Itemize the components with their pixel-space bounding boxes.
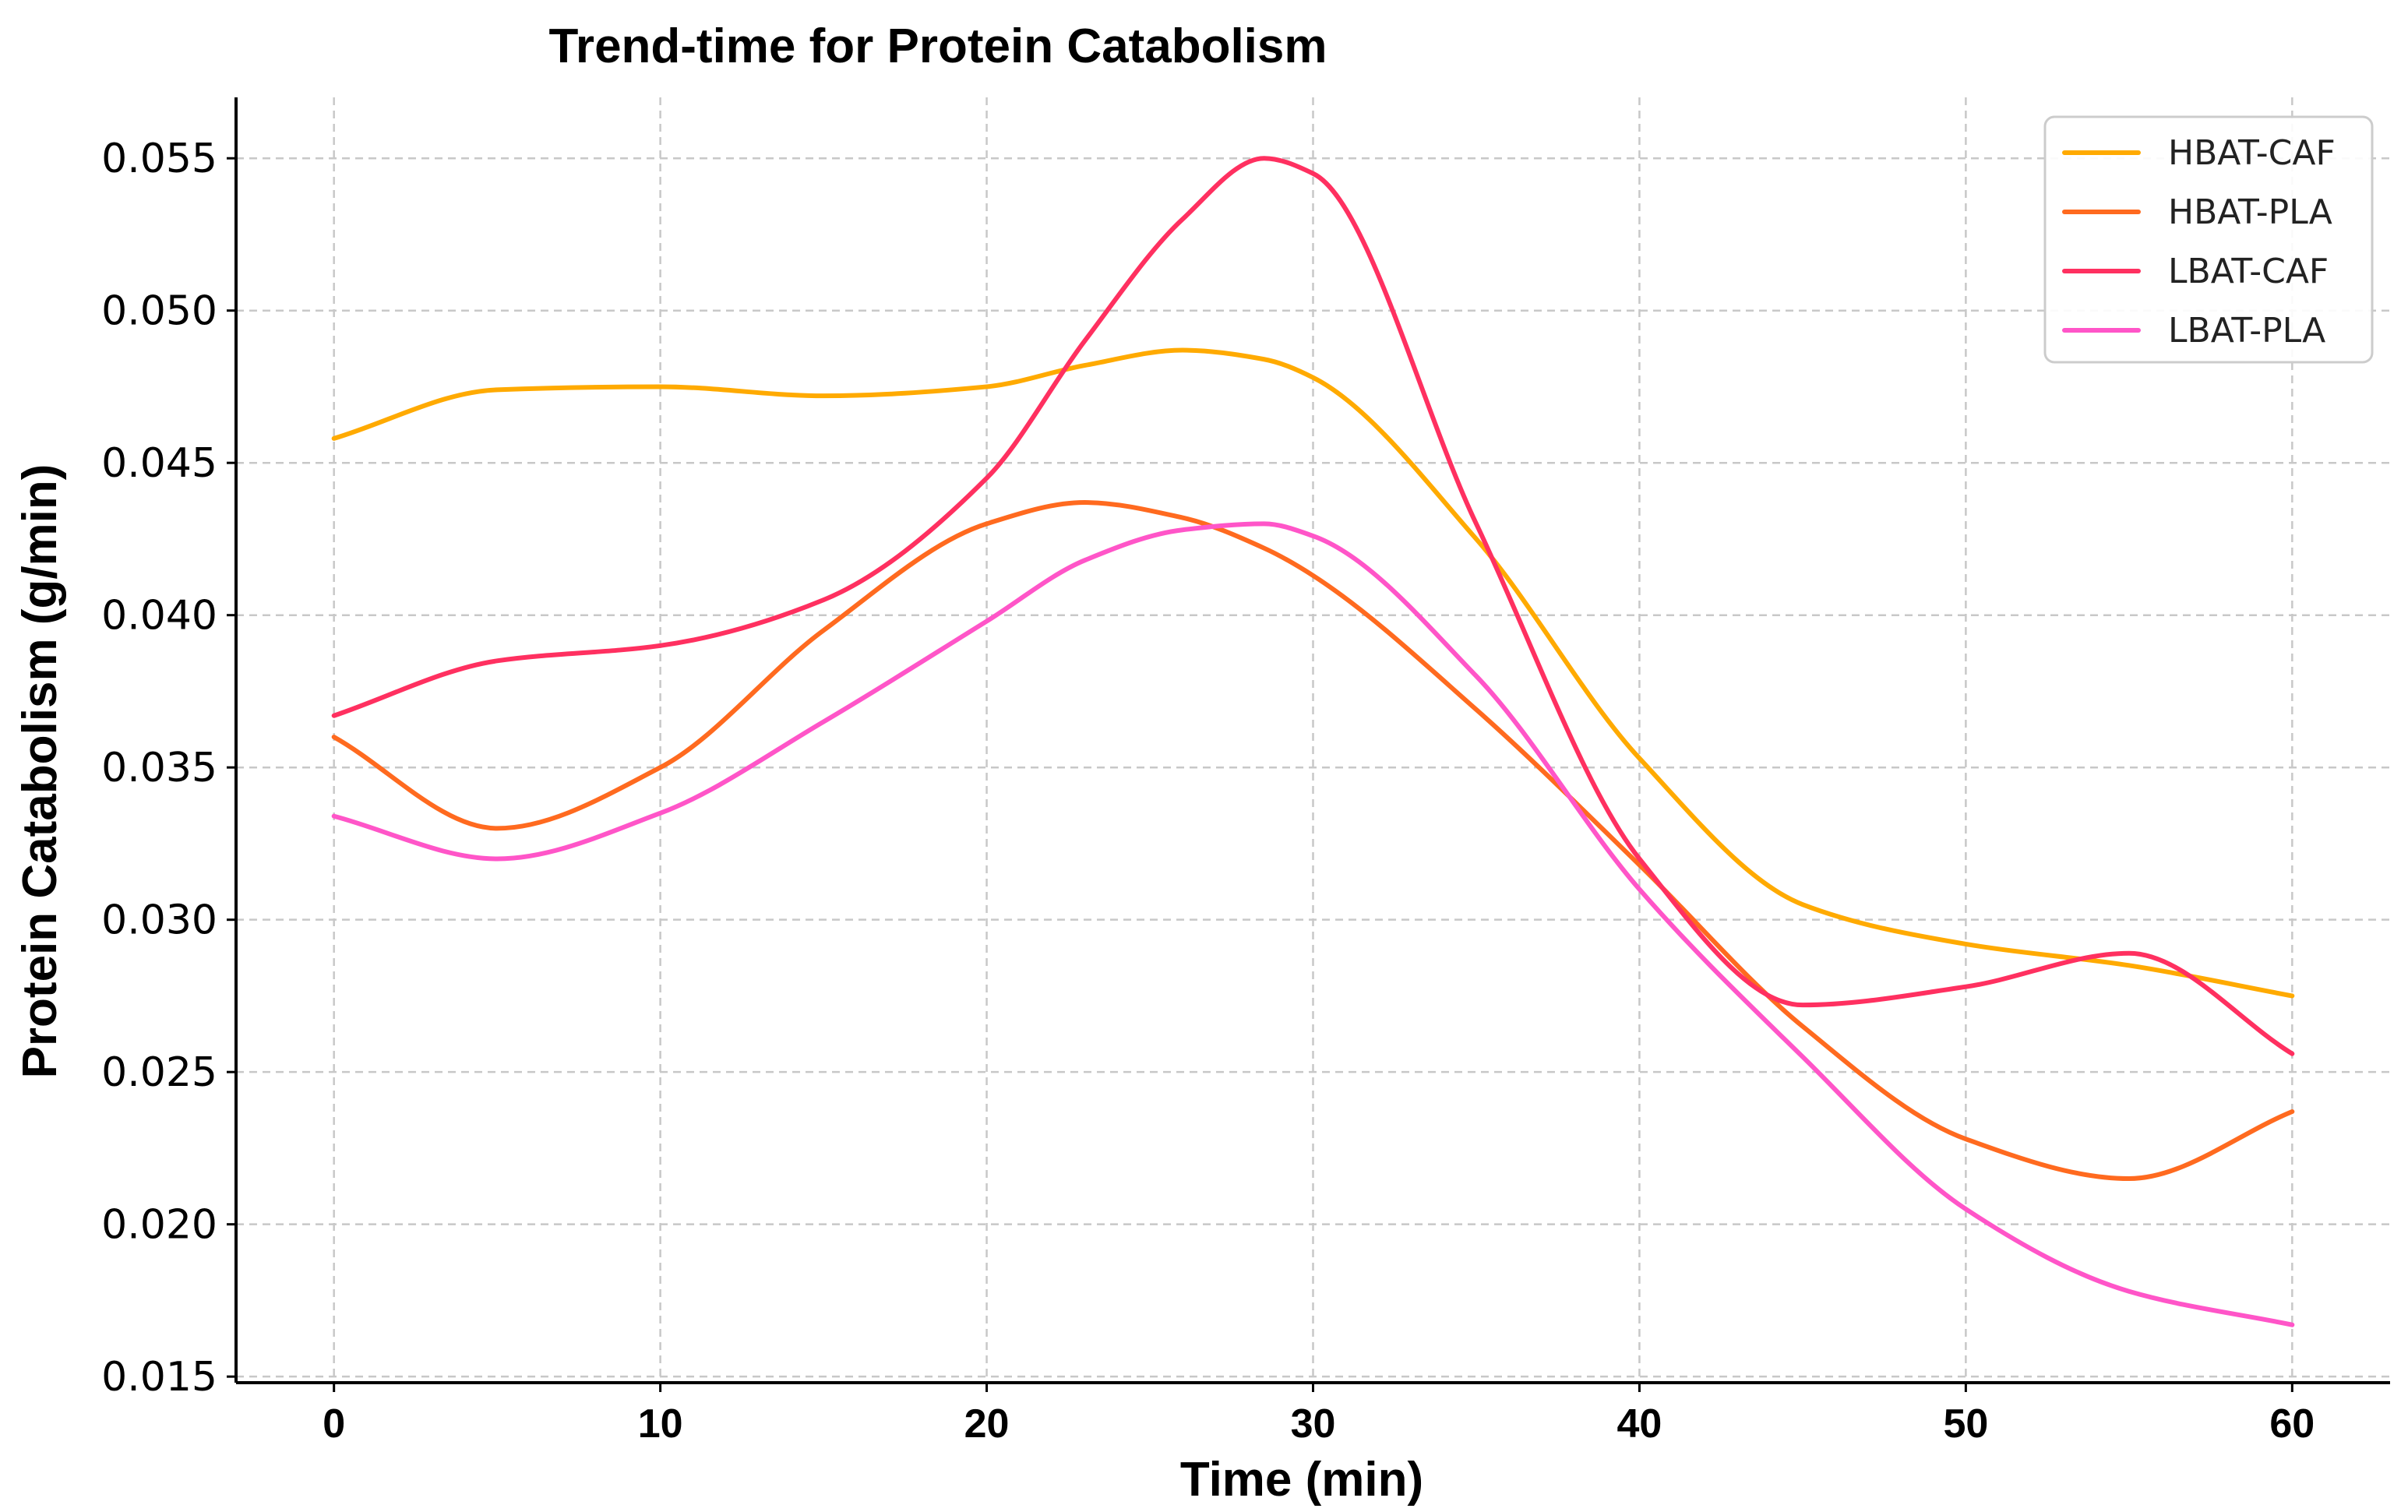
x-tick-label: 60: [2269, 1401, 2315, 1447]
y-tick-label: 0.055: [101, 136, 217, 182]
legend-label-hbat-caf: HBAT-CAF: [2168, 133, 2336, 173]
series-line-hbat-pla: [331, 500, 2295, 1182]
legend-label-hbat-pla: HBAT-PLA: [2168, 192, 2332, 232]
series-line-lbat-pla: [331, 521, 2295, 1327]
chart-title: Trend-time for Protein Catabolism: [548, 19, 1327, 73]
y-tick-label: 0.040: [101, 593, 217, 640]
y-tick-label: 0.035: [101, 745, 217, 791]
x-tick-label: 50: [1943, 1401, 1988, 1447]
x-axis-label: Time (min): [1180, 1453, 1423, 1507]
y-tick-label: 0.015: [101, 1354, 217, 1401]
x-tick-label: 0: [323, 1401, 345, 1447]
y-ticks: 0.015 0.020 0.025 0.030 0.035 0.040 0.045 0.050…: [101, 136, 236, 1401]
legend-label-lbat-pla: LBAT-PLA: [2168, 311, 2325, 351]
series-line-hbat-caf: [331, 347, 2295, 999]
y-tick-label: 0.020: [101, 1202, 217, 1249]
legend: HBAT-CAF HBAT-PLA LBAT-CAF LBAT-PLA: [2043, 115, 2374, 364]
legend-label-lbat-caf: LBAT-CAF: [2168, 252, 2329, 291]
y-axis-label: Protein Catabolism (g/min): [13, 464, 67, 1079]
x-tick-label: 30: [1291, 1401, 1336, 1447]
grid: [236, 97, 2390, 1383]
y-tick-label: 0.030: [101, 897, 217, 944]
x-tick-label: 10: [638, 1401, 683, 1447]
series-lines: [331, 156, 2295, 1327]
y-tick-label: 0.050: [101, 288, 217, 335]
legend-items: HBAT-CAF HBAT-PLA LBAT-CAF LBAT-PLA: [2062, 133, 2336, 351]
y-tick-label: 0.045: [101, 440, 217, 487]
x-tick-label: 40: [1617, 1401, 1662, 1447]
x-tick-label: 20: [964, 1401, 1010, 1447]
x-ticks: 0 10 20 30 40 50 60: [323, 1383, 2315, 1447]
y-tick-label: 0.025: [101, 1049, 217, 1096]
legend-box: [2043, 115, 2374, 364]
series-line-lbat-caf: [331, 156, 2295, 1056]
